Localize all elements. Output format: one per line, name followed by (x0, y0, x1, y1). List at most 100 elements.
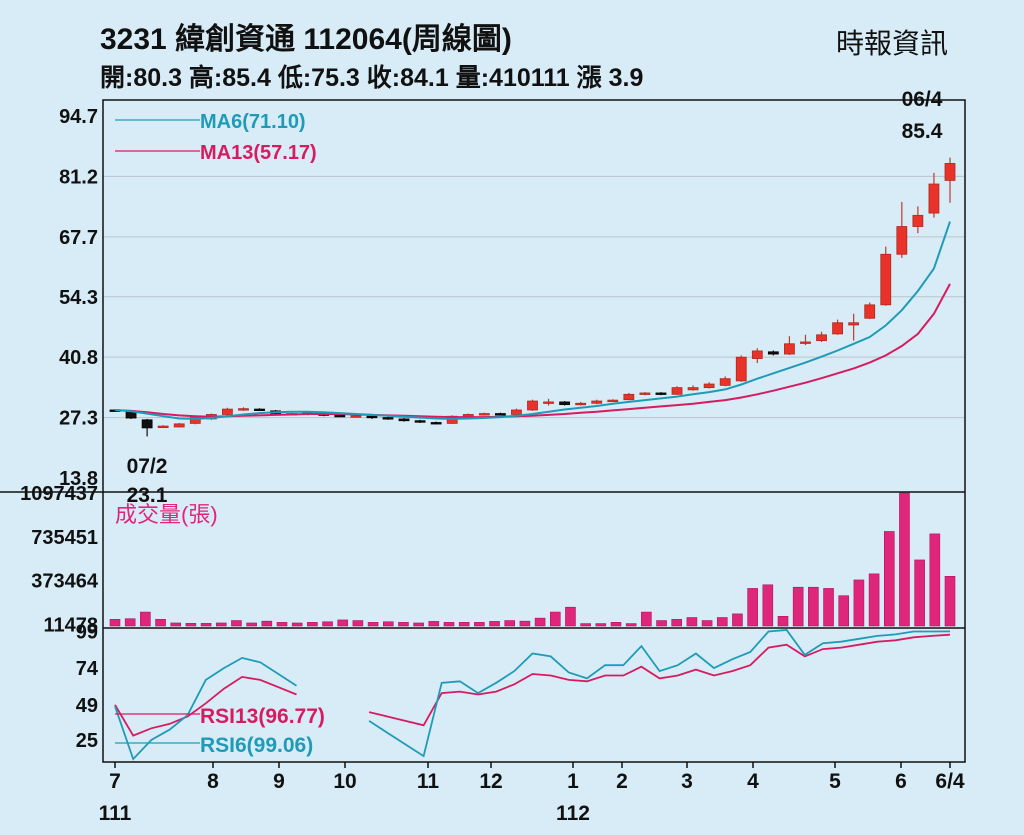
rsi-tick-label: 25 (76, 730, 98, 752)
candle-body (559, 401, 571, 406)
volume-bar (246, 622, 257, 627)
volume-bar (200, 623, 212, 627)
volume-bar (534, 617, 546, 627)
rsi-tick-label: 49 (76, 695, 98, 717)
volume-tick-label: 373464 (31, 571, 99, 593)
candle-body (735, 356, 747, 382)
volume-bar (413, 622, 424, 627)
candle-body (928, 183, 940, 214)
x-tick-label: 3 (681, 770, 693, 793)
candle-body (511, 409, 522, 415)
candle-body (350, 415, 362, 418)
volume-bar (322, 621, 333, 627)
candle-body (623, 393, 635, 401)
candle-body (607, 399, 619, 403)
volume-bar (185, 623, 197, 627)
candle-body (575, 402, 587, 406)
candle-body (655, 392, 667, 395)
volume-tick-label: 1097437 (20, 483, 98, 505)
volume-bar (868, 573, 880, 627)
ma6-line (114, 221, 951, 420)
price-tick-label: 13.8 (59, 468, 98, 490)
volume-bar (428, 621, 440, 627)
low-value-label: 23.1 (127, 484, 168, 507)
volume-bar (140, 611, 151, 627)
plot-border (102, 99, 966, 763)
x-tick-label: 5 (829, 770, 841, 793)
rsi-tick-label: 99 (76, 621, 98, 643)
volume-bar (367, 622, 379, 627)
candle-body (687, 387, 699, 391)
volume-tick-label: 735451 (31, 527, 98, 549)
volume-bar (671, 619, 683, 627)
volume-bar (565, 606, 576, 627)
price-tick-label: 67.7 (59, 227, 98, 249)
x-year-label: 111 (99, 802, 132, 825)
volume-bar (777, 616, 789, 627)
x-year-label: 112 (556, 802, 590, 825)
volume-bar (155, 619, 166, 627)
price-tick-label: 94.7 (59, 106, 98, 128)
candle-body (784, 343, 795, 355)
volume-bar (352, 620, 364, 627)
candle-body (398, 418, 410, 422)
chart-frame (0, 99, 966, 763)
volume-bar (762, 584, 774, 627)
candle-body (366, 415, 378, 419)
candle-body (944, 163, 956, 181)
volume-bar (716, 617, 728, 627)
volume-bar (458, 622, 470, 627)
grid-lines: 94.7 81.2 67.7 54.3 40.8 27.3 13.8 (59, 106, 965, 490)
candle-body (414, 420, 426, 423)
x-tick-label: 12 (479, 770, 502, 793)
price-panel: MA6(71.10)MA13(57.17)06/485.407/223.1 (109, 88, 956, 507)
x-tick-label: 6 (895, 770, 907, 793)
volume-bar (853, 579, 865, 627)
volume-bar (792, 586, 804, 627)
candle-body (478, 413, 490, 416)
volume-bar (549, 611, 561, 627)
candle-body (751, 350, 763, 359)
source-label: 時報資訊 (836, 28, 949, 59)
volume-bar (109, 619, 121, 627)
price-tick-label: 27.3 (59, 408, 98, 430)
volume-bar (489, 621, 500, 627)
volume-bar (519, 620, 531, 627)
candle-body (703, 383, 715, 389)
volume-bar (747, 588, 758, 627)
ma6-legend-label: MA6(71.10) (200, 111, 306, 133)
candle-body (719, 378, 731, 386)
volume-bar (838, 595, 850, 627)
x-tick-label: 6/4 (935, 770, 965, 793)
volume-bar (276, 622, 288, 627)
candle-body (591, 400, 603, 404)
candle-body (639, 392, 651, 395)
rsi13-legend-label: RSI13(96.77) (200, 705, 325, 728)
rsi6-line (368, 629, 951, 758)
volume-bar (610, 622, 622, 627)
volume-bar (595, 623, 607, 627)
candle-body (767, 351, 779, 355)
rsi6-line (114, 656, 297, 761)
candle-body (671, 387, 683, 395)
volume-bar (732, 613, 743, 627)
volume-bar (808, 586, 819, 627)
candle-body (462, 414, 474, 417)
volume-bar (291, 622, 303, 627)
x-tick-label: 2 (616, 770, 628, 793)
price-tick-label: 81.2 (59, 166, 98, 188)
volume-bar (580, 623, 591, 627)
candle-body (334, 414, 346, 418)
chart-title: 3231 緯創資通 112064(周線圖) (100, 23, 512, 56)
candle-body (157, 425, 169, 428)
low-date-label: 07/2 (127, 455, 168, 478)
candle-body (800, 341, 811, 344)
candle-body (543, 401, 554, 404)
volume-bar (443, 622, 455, 627)
candle-body (527, 400, 538, 411)
volume-bar (625, 623, 637, 627)
high-value-label: 85.4 (902, 120, 943, 143)
rsi6-legend-label: RSI6(99.06) (200, 734, 313, 757)
